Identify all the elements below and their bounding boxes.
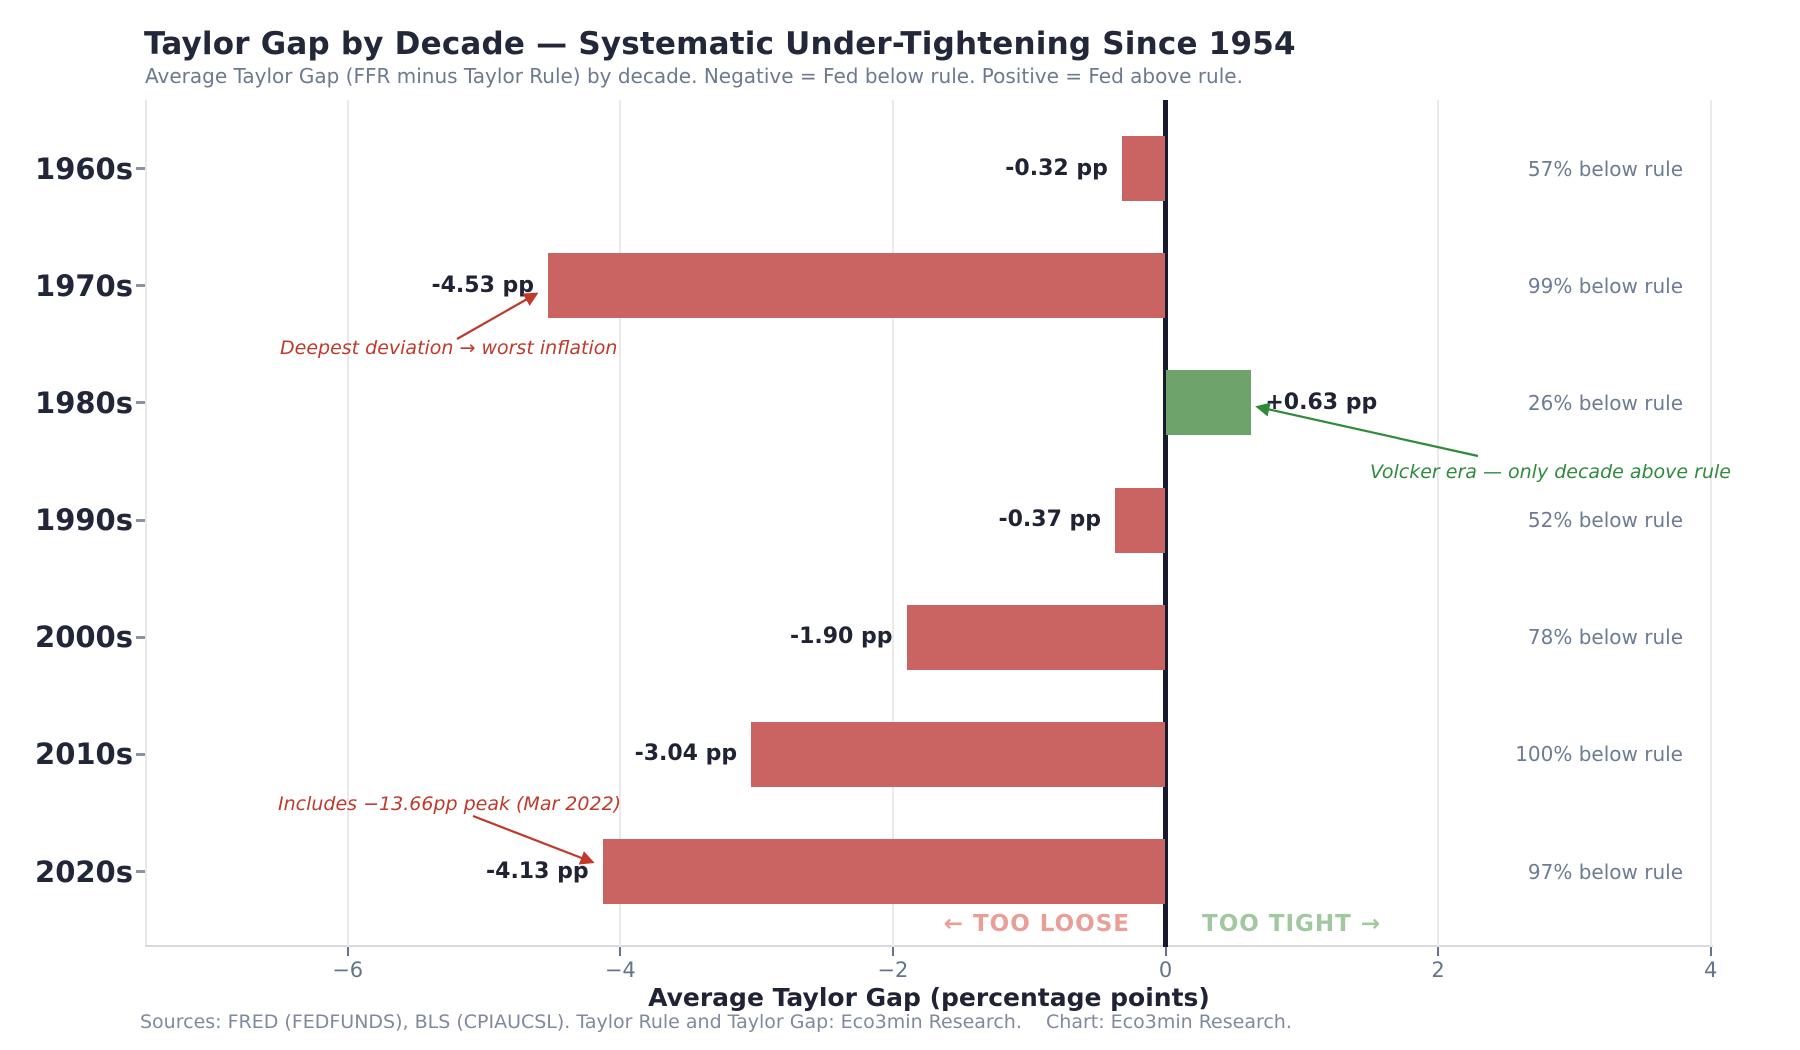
gridline <box>1709 100 1712 947</box>
x-tick-label: 4 <box>1704 958 1718 982</box>
y-axis-label-2010s: 2010s <box>35 737 133 772</box>
pct-below-rule-label: 26% below rule <box>1527 390 1683 415</box>
zone-label-too-tight: TOO TIGHT → <box>1202 911 1382 937</box>
bar-value-label: -0.37 pp <box>998 507 1102 532</box>
y-tick-mark <box>136 752 145 756</box>
annotation-deepest-deviation: Deepest deviation → worst inflation <box>280 337 618 359</box>
bar-1990s <box>1115 487 1166 553</box>
bar-1980s <box>1165 370 1252 436</box>
y-tick-mark <box>136 635 145 639</box>
bar-value-label: -3.04 pp <box>634 741 738 767</box>
y-axis-label-2020s: 2020s <box>35 854 133 889</box>
y-axis-label-1960s: 1960s <box>35 151 133 186</box>
bar-value-label: -4.53 pp <box>431 272 535 298</box>
x-tick-mark <box>1709 947 1712 956</box>
chart-title: Taylor Gap by Decade — Systematic Under-… <box>144 26 1296 62</box>
y-tick-mark <box>136 167 145 170</box>
x-tick-mark <box>346 947 349 956</box>
pct-below-rule-label: 99% below rule <box>1527 273 1683 298</box>
x-tick-mark <box>1437 947 1440 956</box>
bar-2000s <box>906 604 1166 670</box>
y-tick-mark <box>136 401 145 405</box>
bottom-axis-spine <box>145 945 1713 947</box>
x-tick-label: −4 <box>604 958 636 982</box>
annotation-volcker-era: Volcker era — only decade above rule <box>1370 461 1731 483</box>
gridline <box>346 100 349 947</box>
x-axis-title: Average Taylor Gap (percentage points) <box>648 983 1210 1012</box>
pct-below-rule-label: 97% below rule <box>1527 859 1683 884</box>
y-tick-mark <box>136 870 145 874</box>
gridline <box>1437 100 1440 947</box>
y-axis-label-2000s: 2000s <box>35 620 133 655</box>
bar-1960s <box>1121 136 1166 201</box>
pct-below-rule-label: 100% below rule <box>1515 742 1683 767</box>
x-tick-label: 2 <box>1431 958 1445 982</box>
x-tick-label: −2 <box>877 958 909 982</box>
zone-label-too-loose: ← TOO LOOSE <box>943 911 1130 937</box>
y-tick-mark <box>136 518 145 522</box>
annotation-peak-mar-2022: Includes −13.66pp peak (Mar 2022) <box>278 793 622 815</box>
chart-subtitle: Average Taylor Gap (FFR minus Taylor Rul… <box>145 64 1243 88</box>
bar-value-label: -0.32 pp <box>1005 155 1108 181</box>
x-tick-label: 0 <box>1158 958 1173 982</box>
bar-value-label: -1.90 pp <box>789 624 893 650</box>
x-tick-mark <box>1164 947 1167 956</box>
pct-below-rule-label: 52% below rule <box>1527 508 1683 532</box>
x-tick-mark <box>619 947 622 956</box>
y-axis-label-1970s: 1970s <box>35 268 133 303</box>
bar-1970s <box>548 253 1166 319</box>
y-tick-mark <box>136 284 145 288</box>
zero-baseline <box>1163 100 1168 947</box>
y-axis-label-1990s: 1990s <box>35 503 133 537</box>
gridline <box>619 100 622 947</box>
left-axis-spine <box>145 100 147 947</box>
bar-2020s <box>602 839 1166 905</box>
bar-2010s <box>751 721 1166 787</box>
x-tick-mark <box>891 947 894 956</box>
x-tick-label: −6 <box>332 958 364 982</box>
pct-below-rule-label: 57% below rule <box>1527 156 1683 181</box>
gridline <box>891 100 894 947</box>
bar-value-label: -4.13 pp <box>486 858 589 884</box>
y-axis-label-1980s: 1980s <box>35 385 133 420</box>
pct-below-rule-label: 78% below rule <box>1527 625 1683 650</box>
sources-note: Sources: FRED (FEDFUNDS), BLS (CPIAUCSL)… <box>140 1011 1292 1033</box>
